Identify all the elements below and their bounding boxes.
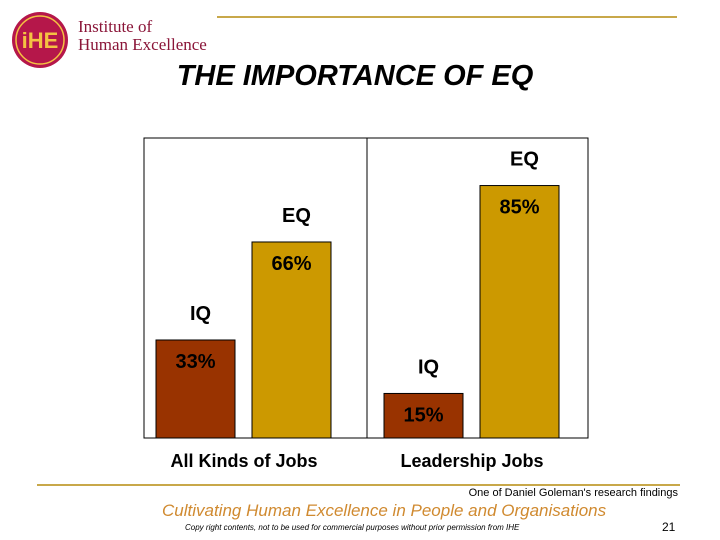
value-label: 15% [403,404,443,426]
series-label: IQ [418,356,439,378]
series-label: EQ [282,205,311,227]
value-label: 33% [175,351,215,373]
bar-eq-0 [251,241,332,439]
org-name-line2: Human Excellence [78,35,207,54]
footer-tagline: Cultivating Human Excellence in People a… [162,501,607,520]
source-note: One of Daniel Goleman's research finding… [468,487,678,499]
value-label: 85% [499,197,539,219]
series-label: EQ [510,149,539,171]
bar-iq-1 [383,392,464,439]
org-name-line1: Institute of [78,17,153,36]
ihe-logo: iHE [12,12,68,68]
value-label: 66% [271,253,311,275]
plot-frame [143,137,589,439]
bottom-divider [37,484,680,486]
category-label: Leadership Jobs [400,451,543,471]
svg-text:iHE: iHE [22,28,59,53]
bar-chart: 33% IQ 66% EQ All Kinds of Jobs 15% IQ 85% EQ Lea… [143,137,589,471]
bar-eq-1 [479,185,560,439]
category-label: All Kinds of Jobs [170,451,317,471]
top-divider [217,16,677,18]
slide-title: THE IMPORTANCE OF EQ [176,60,534,92]
bar-iq-0 [155,339,236,439]
page-number: 21 [662,520,676,534]
series-label: IQ [190,303,211,325]
copyright-note: Copy right contents, not to be used for … [185,523,520,532]
